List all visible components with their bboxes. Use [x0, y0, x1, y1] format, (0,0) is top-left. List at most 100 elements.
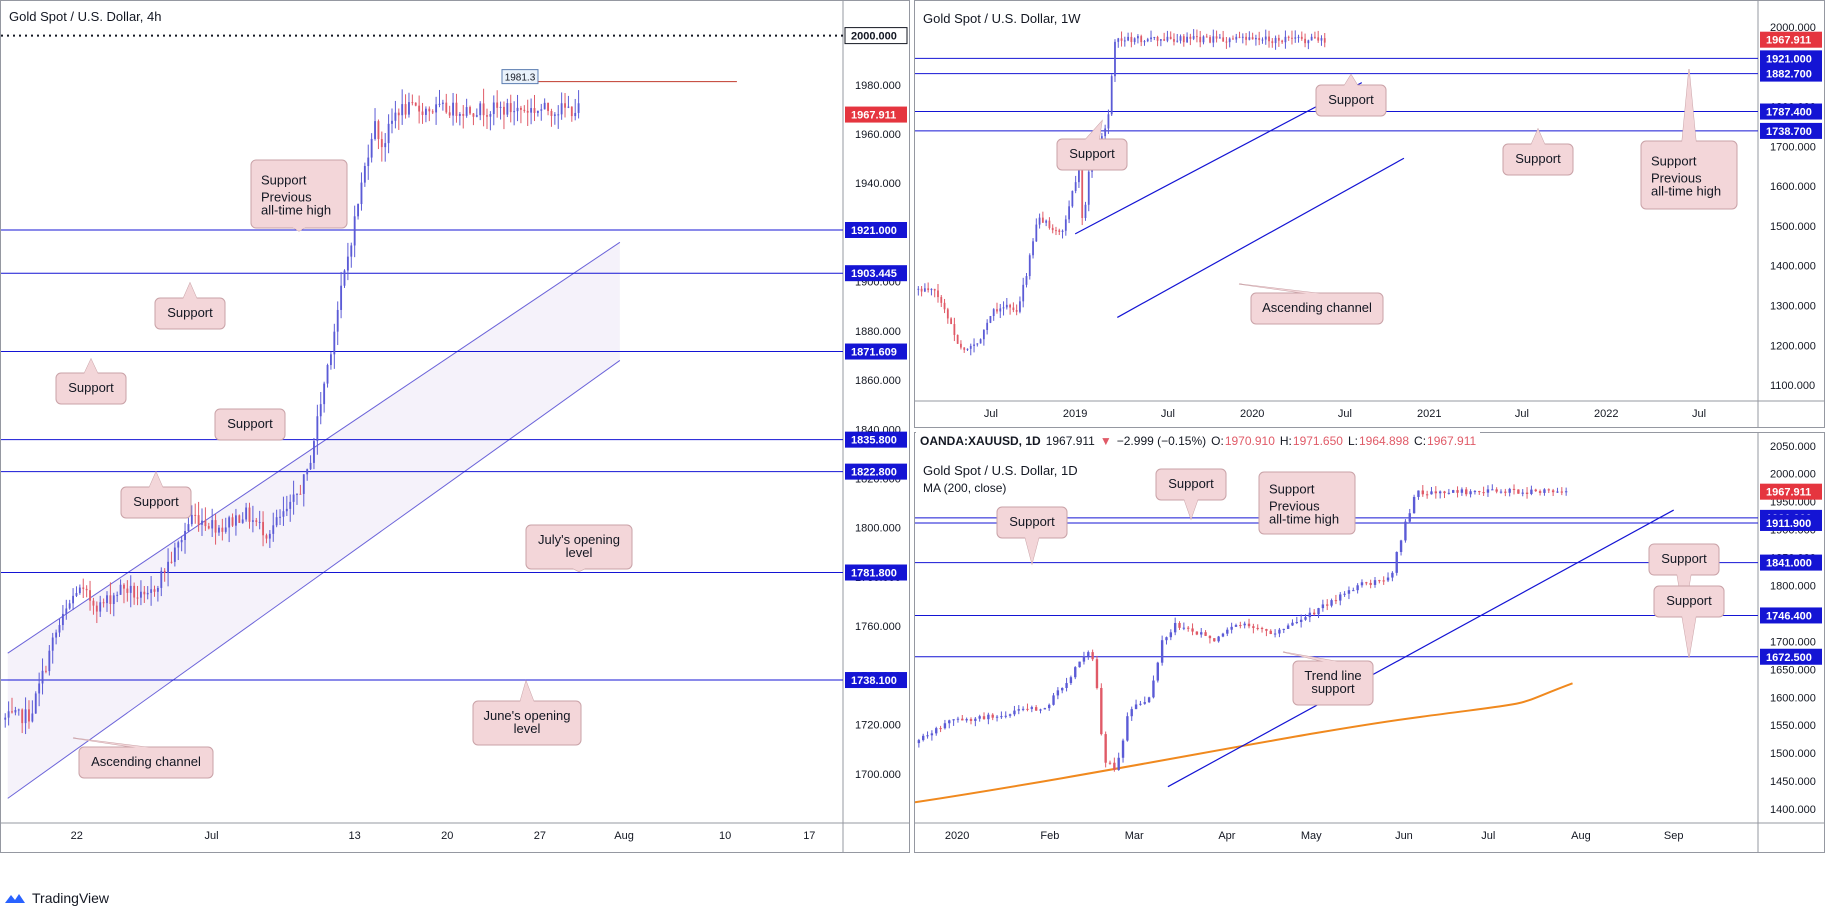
candle-body — [1278, 629, 1281, 634]
candle-body — [1117, 757, 1120, 771]
candle-body — [224, 527, 227, 532]
candle-body — [917, 740, 921, 744]
callout-support-prev-ath-pointer-fill — [1300, 518, 1314, 533]
callout-support: Support — [1315, 73, 1387, 117]
candle-body — [92, 600, 95, 606]
legend-change: −2.999 (−0.15%) — [1116, 434, 1207, 448]
candle-body — [1186, 36, 1188, 43]
candle-body — [1323, 38, 1326, 43]
candle-body — [414, 102, 417, 106]
candle-body — [526, 110, 529, 113]
callout-support-pointer-fill — [1344, 74, 1358, 86]
candle-body — [922, 735, 925, 741]
candle-body — [1065, 683, 1068, 688]
candle-body — [150, 589, 153, 593]
candle-body — [1028, 255, 1031, 277]
candle-body — [1239, 625, 1242, 627]
candle-body — [1218, 37, 1221, 39]
candle-body — [285, 508, 288, 512]
tradingview-logo-icon — [5, 894, 25, 903]
callout-support-prev-ath-text: Previous — [261, 190, 312, 205]
candle-body — [1482, 492, 1485, 494]
callout-support-prev-ath-text: Previous — [1269, 499, 1320, 514]
candle-body — [1391, 572, 1394, 578]
candle-body — [999, 308, 1002, 312]
callout-july-opening-text: July's opening — [538, 532, 620, 547]
callout-support-prev-ath-text: Support — [1651, 154, 1697, 169]
candle-body — [917, 288, 920, 290]
legend-low: 1964.898 — [1358, 434, 1410, 448]
candle-body — [1002, 307, 1005, 309]
chart-4h[interactable]: 1700.0001720.0001740.0001760.0001780.000… — [1, 1, 910, 853]
chart-1w[interactable]: 1100.000 1200.000 1300.000 1400.000 1500.000… — [915, 1, 1825, 428]
candle-body — [1469, 491, 1472, 495]
candle-body — [1108, 762, 1112, 764]
candle-body — [1260, 627, 1264, 630]
candle-body — [1143, 702, 1146, 704]
candle-body — [1130, 36, 1133, 43]
candle-body — [1551, 490, 1555, 493]
callout-july-opening-pointer-fill — [572, 568, 586, 572]
candle-body — [387, 123, 390, 144]
chart-panel-4h[interactable]: 1700.0001720.0001740.0001760.0001780.000… — [0, 0, 910, 853]
candle-body — [411, 102, 414, 104]
candle-body — [1226, 629, 1229, 634]
level-badge — [845, 343, 907, 360]
candle-body — [475, 115, 478, 117]
chart-panel-1d[interactable]: 1400.000 1450.000 1500.000 1550.000 1600.000… — [914, 432, 1825, 853]
candle-body — [45, 670, 47, 672]
candle-body — [1465, 489, 1468, 495]
level-label: 1921.000 — [1766, 53, 1812, 65]
candle-body — [129, 585, 132, 593]
candle-body — [1299, 619, 1303, 622]
candle-body — [486, 115, 488, 117]
candle-body — [1560, 491, 1564, 493]
candle-body — [380, 139, 383, 148]
candle-body — [956, 718, 960, 720]
candle-body — [316, 416, 319, 442]
callout-support: Support — [1502, 127, 1574, 176]
candle-body — [1443, 491, 1446, 494]
candle-body — [1205, 36, 1208, 38]
candle-body — [1286, 625, 1290, 629]
candle-body — [1425, 494, 1429, 496]
candle-body — [1034, 707, 1038, 711]
footer: TradingView — [4, 888, 109, 908]
candle-body — [482, 103, 485, 116]
candle-body — [1430, 491, 1433, 495]
candle-body — [292, 494, 295, 502]
candle-body — [24, 709, 27, 724]
candle-body — [979, 339, 982, 344]
candle-body — [1452, 490, 1455, 493]
callout-support-text: Support — [1515, 151, 1561, 166]
candle-body — [1084, 204, 1087, 218]
callout-support-pointer-fill — [84, 359, 98, 374]
candle-body — [492, 102, 495, 115]
legend-price: 1967.911 — [1045, 434, 1095, 448]
legend-high-label: H: — [1279, 434, 1292, 448]
candle-body — [401, 104, 404, 116]
candle-body — [438, 103, 441, 105]
candle-body — [1191, 628, 1194, 632]
candle-body — [1215, 36, 1218, 39]
candle-body — [1310, 36, 1313, 41]
callout-june-opening-pointer-fill — [520, 681, 534, 702]
candle-body — [987, 714, 990, 720]
chart-title: Gold Spot / U.S. Dollar, 4h — [9, 9, 161, 24]
candle-body — [214, 520, 217, 533]
candle-body — [296, 493, 298, 495]
candle-body — [1412, 496, 1416, 514]
candle-body — [408, 102, 410, 115]
candle-body — [496, 102, 499, 108]
chart-panel-1w[interactable]: 1100.000 1200.000 1300.000 1400.000 1500.000… — [914, 0, 1825, 428]
callout-support-text: Support — [227, 416, 273, 431]
candle-body — [384, 143, 387, 148]
channel-line — [7, 359, 621, 799]
callout-support: Support — [1155, 468, 1227, 521]
chart-1d[interactable]: 1400.000 1450.000 1500.000 1550.000 1600.000… — [915, 433, 1825, 853]
candle-body — [435, 104, 438, 113]
candle-body — [418, 105, 421, 112]
candle-body — [346, 256, 349, 271]
candle-body — [1047, 704, 1051, 709]
